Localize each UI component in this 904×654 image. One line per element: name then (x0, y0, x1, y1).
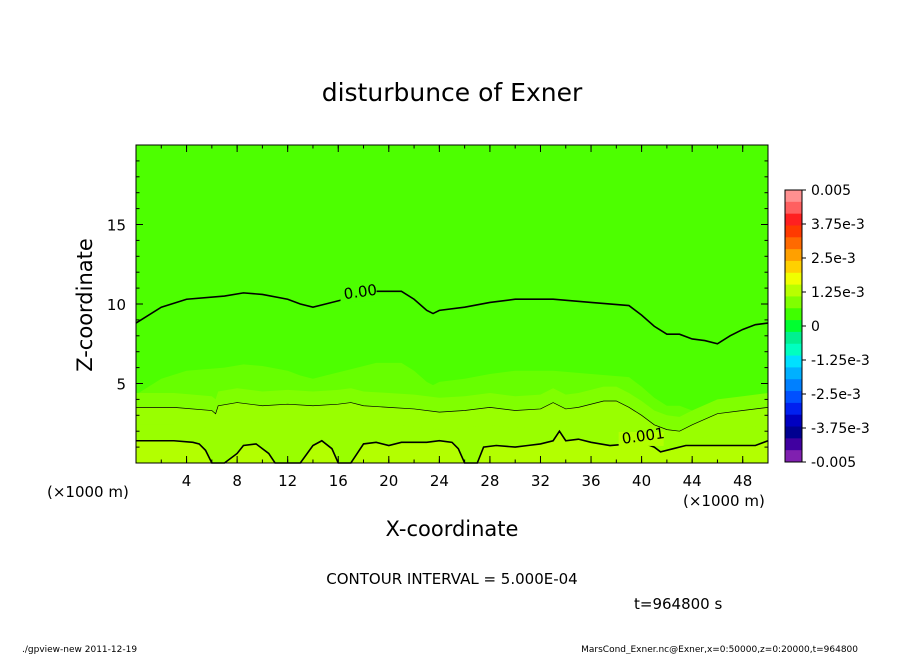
colorbar-swatch (785, 414, 802, 428)
colorbar-label: -2.5e-3 (811, 387, 861, 403)
colorbar-swatch (785, 355, 802, 368)
colorbar-swatch (785, 237, 802, 250)
colorbar-swatch (785, 213, 802, 226)
colorbar-swatch (785, 331, 802, 345)
y-axis: 5 10 15 (107, 144, 768, 464)
y-tick-label: 15 (107, 217, 126, 235)
x-tick-label: 44 (683, 472, 702, 490)
chart-title: disturbunce of Exner (322, 78, 583, 107)
colorbar-label: 0.005 (811, 183, 851, 199)
contour-interval-label: CONTOUR INTERVAL = 5.000E-04 (326, 570, 577, 588)
colorbar-swatch (785, 450, 802, 463)
contour-line-2 (136, 429, 769, 464)
contour-label-bg-1 (618, 431, 664, 446)
x-tick-label: 20 (379, 472, 398, 490)
colorbar-swatch (785, 272, 802, 286)
x-unit-left: (×1000 m) (47, 483, 129, 501)
plot-area: 0.00 0.001 (135, 144, 769, 464)
x-tick-label: 24 (430, 472, 449, 490)
colorbar-swatch (785, 308, 802, 321)
y-tick-label: 5 (116, 376, 126, 394)
colorbar-swatch (785, 320, 802, 333)
colorbar-label: 1.25e-3 (811, 285, 865, 301)
colorbar-swatch (785, 260, 802, 274)
x-axis-label: X-coordinate (386, 517, 519, 541)
x-tick-label: 12 (278, 472, 297, 490)
colorbar-swatch (785, 190, 802, 203)
contour-label-bg-0 (340, 287, 377, 302)
x-tick-label: 32 (531, 472, 550, 490)
colorbar-label: 2.5e-3 (811, 251, 856, 267)
contour-label-1: 0.001 (621, 424, 666, 448)
x-axis: 4 8 12 16 20 24 28 32 36 40 44 48 (135, 145, 769, 490)
colorbar-swatch (785, 402, 802, 416)
x-tick-label: 36 (581, 472, 600, 490)
footer-right: MarsCond_Exner.nc@Exner,x=0:50000,z=0:20… (581, 645, 858, 654)
x-unit-right: (×1000 m) (683, 492, 765, 510)
contour-label-0: 0.00 (343, 281, 379, 303)
time-label: t=964800 s (634, 595, 722, 613)
colorbar-swatch (785, 379, 802, 392)
colorbar-swatch (785, 296, 802, 309)
y-axis-label: Z-coordinate (73, 238, 97, 372)
colorbar-label: -1.25e-3 (811, 353, 870, 369)
colorbar-swatch (785, 343, 802, 357)
colorbar-swatch (785, 249, 802, 262)
contour-line-0 (135, 290, 769, 345)
fill-band-4 (136, 431, 768, 463)
y-tick-label: 10 (107, 296, 126, 314)
colorbar-swatch (785, 284, 802, 297)
colorbar-swatch (785, 391, 802, 404)
colorbar-label: 3.75e-3 (811, 217, 865, 233)
x-tick-label: 40 (632, 472, 651, 490)
colorbar-swatch (785, 367, 802, 380)
x-tick-label: 28 (480, 472, 499, 490)
colorbar: 0.005 3.75e-3 2.5e-3 1.25e-3 0 -1.25e-3 -2.5e-… (784, 183, 870, 471)
colorbar-swatch (785, 438, 802, 451)
x-tick-label: 8 (232, 472, 242, 490)
colorbar-swatch (785, 225, 802, 238)
contour-line-1 (136, 400, 769, 432)
colorbar-swatch (785, 426, 802, 439)
footer-left: ./gpview-new 2011-12-19 (22, 645, 137, 654)
colorbar-label: -3.75e-3 (811, 421, 870, 437)
x-tick-label: 16 (329, 472, 348, 490)
colorbar-label: -0.005 (811, 455, 856, 471)
colorbar-swatch (785, 201, 802, 215)
x-tick-label: 4 (182, 472, 192, 490)
x-tick-label: 48 (733, 472, 752, 490)
colorbar-label: 0 (811, 319, 820, 335)
